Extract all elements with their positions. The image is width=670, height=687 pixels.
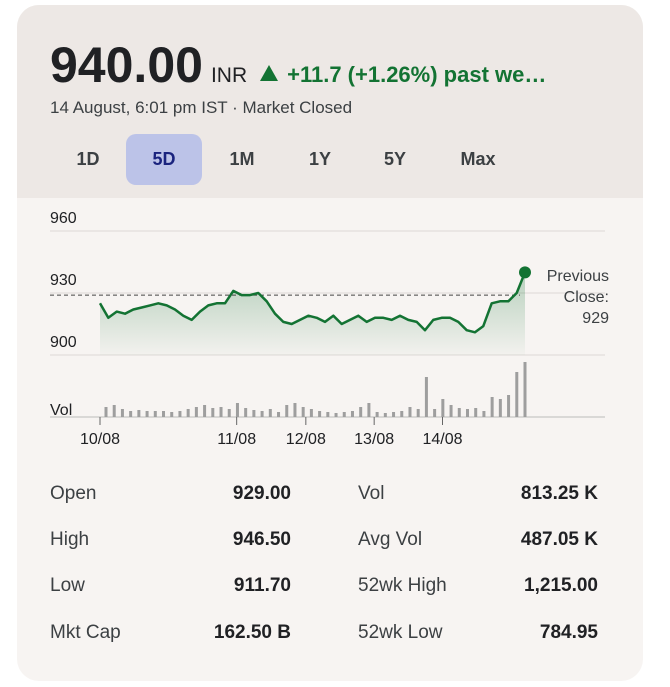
volume-bar (129, 411, 133, 417)
volume-bar (350, 411, 354, 417)
volume-bar (301, 407, 305, 417)
volume-bar (507, 395, 511, 417)
y-tick-label: 960 (50, 210, 77, 227)
stat-value: 487.05 K (520, 529, 598, 550)
volume-bar (359, 407, 363, 417)
volume-bar (211, 408, 215, 417)
stat-label: High (50, 529, 90, 550)
volume-bar (285, 405, 289, 417)
volume-bar (268, 409, 272, 417)
volume-bar (318, 411, 322, 417)
stat-value: 911.70 (233, 575, 291, 596)
volume-bar (523, 362, 527, 417)
volume-bar (367, 403, 371, 417)
stat-value: 813.25 K (520, 483, 598, 504)
stat-value: 929.00 (232, 483, 291, 504)
timestamp: 14 August, 6:01 pm IST · Market Closed (50, 98, 353, 117)
x-tick-label: 11/08 (217, 431, 256, 448)
volume-bar (416, 409, 420, 417)
volume-bar (153, 411, 157, 417)
volume-bar (293, 403, 297, 417)
y-tick-label: 900 (50, 334, 77, 351)
volume-bar (178, 411, 182, 417)
previous-close-value: 929 (582, 310, 609, 327)
volume-label: Vol (50, 402, 72, 419)
currency: INR (210, 64, 248, 87)
volume-bar (252, 410, 256, 417)
area-fill (100, 272, 525, 355)
volume-bar (383, 413, 387, 417)
volume-bar (408, 407, 412, 417)
volume-bar (309, 409, 313, 417)
stat-label: Open (50, 483, 97, 504)
volume-bar (244, 408, 248, 417)
volume-bar (326, 412, 330, 417)
stat-label: 52wk High (358, 575, 447, 596)
previous-close: Previous Close: 929 (529, 266, 609, 329)
volume-bar (441, 399, 445, 417)
tab[interactable]: 1D (76, 149, 100, 169)
stat-label: Vol (358, 483, 385, 504)
volume-bar (449, 405, 453, 417)
tab[interactable]: 1Y (308, 149, 332, 169)
volume-bar (482, 411, 486, 417)
last-point (519, 266, 531, 279)
volume-bar (457, 408, 461, 417)
volume-bar (334, 413, 338, 417)
chart: 900 930 960 Vol 10/08 11/08 12/08 13/08 14/08 (50, 210, 605, 448)
stat-label: Avg Vol (358, 529, 423, 550)
volume-bar (498, 399, 502, 417)
volume-bar (145, 411, 149, 417)
volume-bar (137, 410, 141, 417)
x-tick-label: 10/08 (80, 431, 120, 448)
tab[interactable]: 5Y (383, 149, 407, 169)
volume-bar (227, 409, 231, 417)
x-tick-label: 12/08 (286, 431, 326, 448)
stat-value: 784.95 (539, 622, 598, 643)
volume-bar (194, 407, 198, 417)
stat-value: 162.50 B (213, 622, 291, 643)
previous-close-label: Previous Close: (546, 268, 609, 306)
tab[interactable]: 1M (229, 149, 255, 169)
volume-bar (515, 372, 519, 417)
x-tick-label: 13/08 (354, 431, 394, 448)
x-tick-label: 14/08 (422, 431, 462, 448)
volume-bar (235, 403, 239, 417)
volume-bar (400, 411, 404, 417)
volume-bar (260, 411, 264, 417)
volume-bar (112, 405, 116, 417)
card-header-bg (17, 5, 643, 198)
stat-label: Mkt Cap (50, 622, 121, 643)
volume-bar (465, 409, 469, 417)
volume-bar (104, 407, 108, 417)
volume-bar (392, 412, 396, 417)
tab[interactable]: 5D (126, 134, 202, 185)
price-line (98, 271, 527, 334)
price: 940.00 (50, 37, 203, 93)
volume-bar (203, 405, 207, 417)
quote-header: 940.00 INR +11.7 (+1.26%) past we… (50, 36, 546, 94)
volume-bar (490, 397, 494, 417)
volume-bar (375, 412, 379, 417)
stat-label: Low (50, 575, 85, 596)
change-text: +11.7 (+1.26%) past we… (287, 62, 547, 87)
volume-bar (170, 412, 174, 417)
volume-bar (342, 412, 346, 417)
change: +11.7 (+1.26%) past we… (259, 62, 546, 88)
stat-value: 1,215.00 (524, 575, 598, 596)
volume-bar (424, 377, 428, 417)
up-arrow (260, 65, 279, 81)
volume-bar (219, 407, 223, 417)
volume-bar (474, 408, 478, 417)
volume-bar (120, 409, 124, 417)
stat-value: 946.50 (232, 529, 291, 550)
tab[interactable]: Max (460, 149, 496, 169)
volume-bar (433, 409, 437, 417)
volume-bar (186, 409, 190, 417)
stat-label: 52wk Low (358, 622, 443, 643)
volume-bar (277, 412, 281, 417)
y-tick-label: 930 (50, 272, 77, 289)
volume-bar (162, 411, 166, 417)
